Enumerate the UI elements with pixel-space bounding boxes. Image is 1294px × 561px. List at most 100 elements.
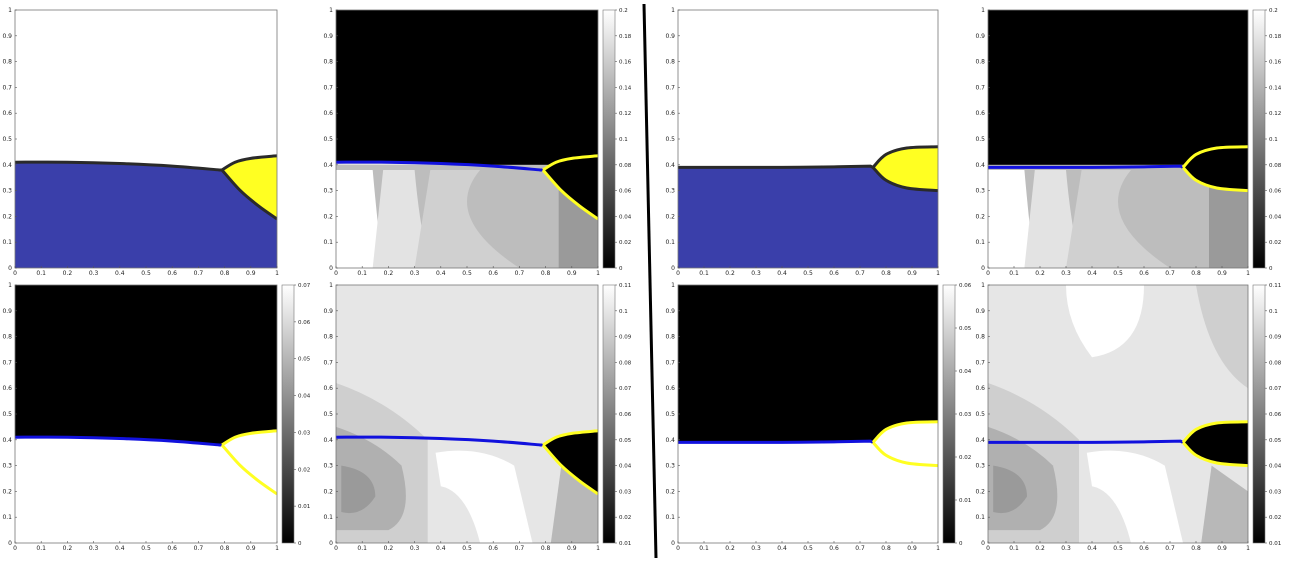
subplot-B3: 0 0.1 0.2 0.3 0.4 0.5 0.6 0.7 0.8 0.9 1 0 0.1 0.2 0.3 0…: [665, 282, 971, 552]
colorbar-tick-label: 0.18: [619, 34, 632, 40]
droplet-field: [221, 430, 277, 494]
colorbar-tick-label: 0.07: [298, 283, 311, 289]
colorbar-tick-label: 0.06: [1269, 412, 1282, 418]
colorbar-tick-label: 0.05: [959, 326, 972, 332]
field-band-dark: [341, 465, 376, 514]
y-tick-label: 0.9: [2, 33, 12, 40]
y-tick-label: 0.8: [665, 334, 675, 341]
y-tick-label: 1: [8, 7, 12, 14]
x-tick-label: 0.8: [1191, 270, 1201, 277]
y-tick-label: 0.2: [975, 488, 985, 495]
x-tick-label: 0.3: [1061, 545, 1071, 552]
y-tick-label: 0.4: [665, 437, 675, 444]
x-tick-label: 0.9: [1217, 545, 1227, 552]
x-tick-label: 1: [936, 545, 940, 552]
interface-line: [988, 439, 1184, 444]
x-tick-label: 0.6: [488, 545, 498, 552]
y-tick-label: 0.3: [665, 463, 675, 470]
gas-region: [678, 285, 938, 443]
colorbar-tick-label: 0.01: [619, 541, 631, 547]
x-tick-label: 0.2: [725, 545, 735, 552]
droplet-field: [873, 421, 938, 466]
x-tick-label: 0.4: [436, 270, 446, 277]
colorbar-tick-label: 0.04: [619, 464, 632, 470]
x-tick-label: 0.5: [141, 270, 151, 277]
droplet-upper-edge: [1181, 420, 1248, 444]
x-tick-label: 0: [334, 270, 338, 277]
colorbar-tick-label: 0.18: [1269, 34, 1282, 40]
y-tick-label: 0.9: [323, 308, 333, 315]
colorbar-tick-label: 0.02: [1269, 240, 1281, 246]
x-tick-label: 0.4: [436, 545, 446, 552]
colorbar-tick-label: 0.08: [619, 360, 632, 366]
y-tick-label: 0.6: [2, 110, 12, 117]
field-band-light: [1024, 169, 1082, 268]
x-tick-label: 0.6: [488, 270, 498, 277]
colorbar-tick-label: 0.08: [1269, 163, 1282, 169]
x-tick-label: 0.4: [777, 270, 787, 277]
field-band-dark: [1209, 177, 1248, 268]
x-tick-label: 0: [676, 270, 680, 277]
colorbar-tick-label: 0.08: [1269, 360, 1282, 366]
x-tick-label: 0.9: [907, 270, 917, 277]
field-band-lightmid: [414, 169, 520, 268]
y-tick-label: 0.1: [2, 239, 12, 246]
x-tick-label: 1: [1246, 270, 1250, 277]
x-tick-label: 0.5: [141, 545, 151, 552]
x-tick-label: 0.9: [246, 270, 256, 277]
droplet-lower-edge: [1181, 166, 1248, 193]
y-tick-label: 0.3: [975, 463, 985, 470]
colorbar-tick-label: 0.04: [619, 214, 632, 220]
droplet-lower-edge: [871, 166, 938, 193]
plot-area: [988, 285, 1248, 543]
y-tick-label: 0.9: [2, 308, 12, 315]
plot-area: [15, 285, 277, 543]
x-tick-label: 0.7: [855, 545, 865, 552]
colorbar-tick-label: 0.03: [1269, 489, 1282, 495]
colorbar-tick-label: 0.01: [298, 504, 310, 510]
colorbar-tick-label: 0: [298, 541, 302, 547]
colorbar-tick-label: 0.09: [619, 335, 632, 341]
x-tick-label: 0.3: [410, 545, 420, 552]
x-tick-label: 0.2: [63, 270, 73, 277]
field-band-top-right: [1196, 285, 1248, 389]
y-tick-label: 0.9: [665, 33, 675, 40]
colorbar-tick-label: 0.05: [298, 357, 311, 363]
colorbar-tick-label: 0.1: [1269, 137, 1278, 143]
x-tick-label: 0.9: [246, 545, 256, 552]
colorbar-tick-label: 0.05: [619, 438, 632, 444]
y-tick-label: 0.4: [665, 162, 675, 169]
y-tick-label: 0.5: [2, 136, 12, 143]
y-tick-label: 0.4: [975, 162, 985, 169]
colorbar-tick-label: 0.01: [1269, 541, 1281, 547]
x-tick-label: 0: [986, 270, 990, 277]
plot-area: [336, 285, 598, 543]
colorbar-tick-label: 0.14: [1269, 85, 1282, 91]
y-tick-label: 0.1: [323, 239, 333, 246]
x-tick-label: 0.9: [567, 545, 577, 552]
colorbar-tick-label: 0.04: [959, 369, 972, 375]
y-tick-label: 0.2: [975, 213, 985, 220]
x-tick-label: 0.3: [89, 270, 99, 277]
y-tick-label: 1: [329, 7, 333, 14]
colorbar-tick-label: 0.1: [619, 137, 628, 143]
x-tick-label: 0.4: [1087, 545, 1097, 552]
colorbar-tick-label: 0.07: [1269, 386, 1282, 392]
x-tick-label: 0.5: [462, 270, 472, 277]
x-tick-label: 1: [1246, 545, 1250, 552]
field-band-white-top: [1066, 285, 1144, 358]
y-tick-label: 0.4: [2, 162, 12, 169]
colorbar-tick-label: 0.2: [619, 8, 628, 14]
droplet-upper-edge: [871, 145, 938, 169]
x-tick-label: 1: [596, 545, 600, 552]
subplot-A3: 0 0.1 0.2 0.3 0.4 0.5 0.6 0.7 0.8 0.9 1 0 0.1 0.2 0.3 0…: [2, 282, 310, 552]
x-tick-label: 0.8: [541, 270, 551, 277]
y-tick-label: 0.6: [323, 110, 333, 117]
plot-area: [678, 10, 938, 268]
panel-separator: [642, 3, 658, 559]
y-tick-label: 1: [671, 282, 675, 289]
x-tick-label: 0.4: [777, 545, 787, 552]
field-band-right: [1201, 465, 1248, 543]
y-tick-label: 0.1: [665, 514, 675, 521]
